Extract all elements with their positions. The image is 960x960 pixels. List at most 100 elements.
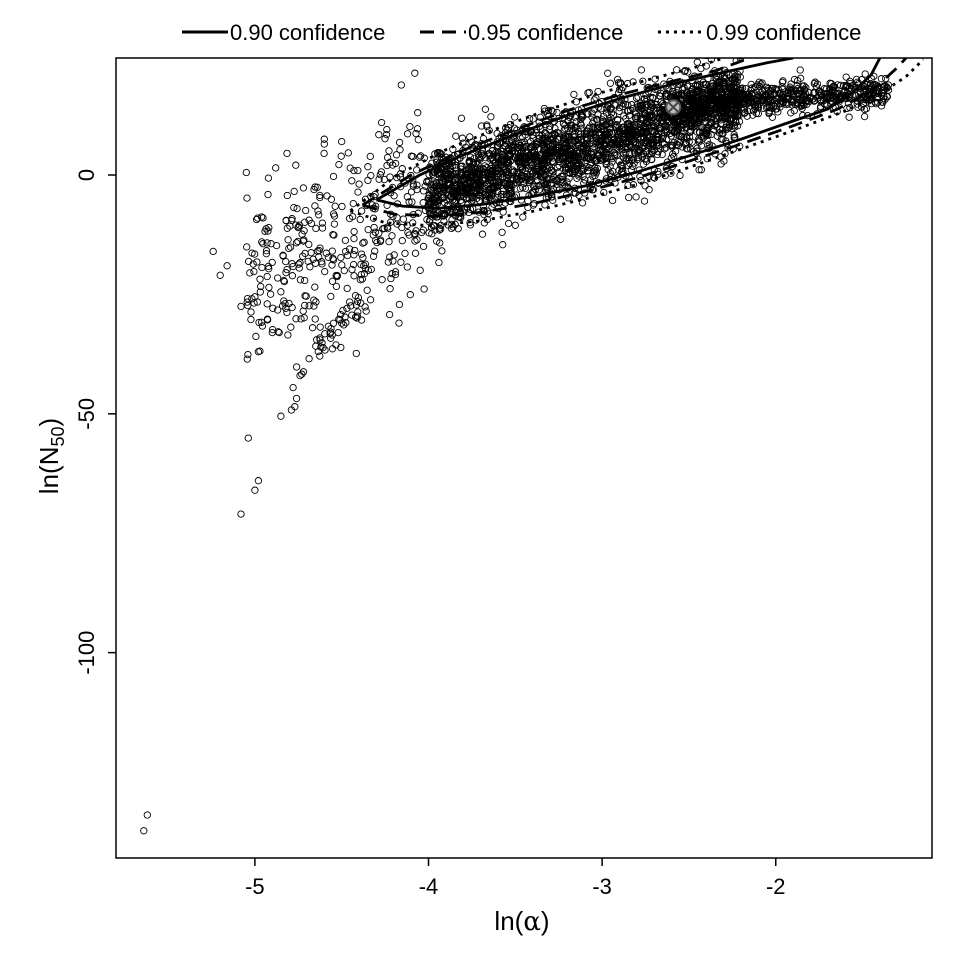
data-point bbox=[280, 277, 289, 286]
data-point bbox=[588, 113, 596, 121]
data-point bbox=[711, 121, 720, 129]
data-point bbox=[499, 241, 507, 249]
data-point bbox=[386, 285, 394, 293]
data-point bbox=[310, 185, 318, 194]
data-point bbox=[685, 133, 694, 141]
data-point bbox=[348, 265, 356, 274]
data-point-outlier bbox=[237, 510, 245, 518]
data-point bbox=[283, 149, 291, 158]
data-point bbox=[811, 78, 819, 86]
data-point bbox=[302, 206, 310, 215]
data-point bbox=[353, 312, 362, 320]
data-point-outlier bbox=[272, 164, 280, 172]
data-point bbox=[595, 123, 603, 131]
data-point bbox=[755, 78, 763, 86]
data-point bbox=[670, 128, 678, 136]
data-point bbox=[362, 307, 370, 315]
data-point bbox=[591, 157, 599, 165]
data-point bbox=[299, 184, 308, 192]
data-point bbox=[621, 143, 630, 151]
data-point bbox=[608, 196, 617, 205]
data-point bbox=[243, 355, 251, 363]
data-point bbox=[670, 138, 678, 147]
data-point bbox=[349, 199, 357, 208]
data-point bbox=[384, 258, 392, 266]
data-point bbox=[384, 225, 392, 233]
data-point bbox=[652, 135, 660, 144]
data-point bbox=[846, 79, 854, 88]
data-point bbox=[364, 266, 372, 274]
data-point bbox=[282, 269, 290, 277]
data-point bbox=[348, 311, 356, 319]
data-point bbox=[405, 231, 413, 239]
data-point bbox=[717, 88, 725, 96]
data-point bbox=[479, 171, 487, 179]
data-point-outlier bbox=[299, 368, 308, 376]
data-point bbox=[553, 163, 562, 172]
data-point bbox=[347, 302, 355, 310]
data-point bbox=[280, 276, 288, 285]
data-point bbox=[510, 124, 519, 132]
data-point bbox=[566, 121, 575, 129]
data-point bbox=[521, 184, 530, 193]
data-point bbox=[504, 219, 513, 228]
data-point bbox=[316, 352, 324, 360]
data-point bbox=[283, 308, 291, 317]
data-point bbox=[611, 150, 619, 158]
data-point bbox=[518, 165, 527, 173]
data-point bbox=[329, 172, 338, 181]
data-point bbox=[395, 300, 404, 309]
data-point bbox=[514, 149, 523, 158]
data-point bbox=[468, 193, 477, 202]
data-point bbox=[533, 140, 541, 148]
data-point bbox=[718, 130, 726, 138]
data-point bbox=[602, 160, 610, 169]
data-point bbox=[488, 147, 496, 155]
data-point bbox=[732, 103, 740, 111]
data-point bbox=[457, 165, 465, 173]
data-point bbox=[669, 90, 678, 98]
data-point bbox=[756, 93, 765, 101]
data-point bbox=[651, 75, 659, 83]
data-point bbox=[379, 225, 387, 233]
data-point bbox=[729, 79, 737, 87]
data-point bbox=[468, 185, 477, 193]
x-tick-label: -2 bbox=[766, 874, 786, 899]
data-point bbox=[852, 75, 861, 84]
data-point bbox=[359, 239, 367, 247]
data-point bbox=[749, 107, 758, 115]
data-point bbox=[392, 151, 401, 159]
data-point bbox=[842, 73, 850, 81]
data-point bbox=[735, 112, 743, 120]
data-point bbox=[615, 139, 624, 148]
data-point bbox=[879, 98, 887, 106]
data-point bbox=[405, 198, 413, 206]
data-point-outlier bbox=[320, 135, 328, 143]
data-point bbox=[285, 244, 293, 253]
data-point bbox=[726, 97, 734, 105]
data-point bbox=[652, 103, 661, 112]
data-point bbox=[312, 342, 320, 350]
data-point bbox=[536, 155, 545, 163]
data-point bbox=[779, 99, 787, 107]
data-point bbox=[330, 212, 339, 220]
data-point bbox=[458, 134, 467, 142]
data-point bbox=[575, 160, 583, 168]
data-point bbox=[695, 166, 703, 174]
data-point bbox=[678, 130, 686, 138]
data-point bbox=[757, 89, 765, 97]
data-point bbox=[413, 125, 422, 133]
data-point bbox=[790, 75, 799, 84]
data-point bbox=[871, 98, 879, 106]
data-point bbox=[415, 153, 424, 161]
data-point bbox=[743, 112, 751, 120]
data-point bbox=[625, 111, 633, 120]
data-point bbox=[397, 81, 405, 89]
data-point bbox=[367, 265, 375, 274]
data-point bbox=[684, 103, 692, 111]
data-point bbox=[527, 175, 536, 183]
data-point bbox=[663, 135, 671, 143]
data-point bbox=[615, 123, 623, 132]
data-point bbox=[506, 152, 515, 160]
confidence-curves bbox=[349, 58, 925, 227]
